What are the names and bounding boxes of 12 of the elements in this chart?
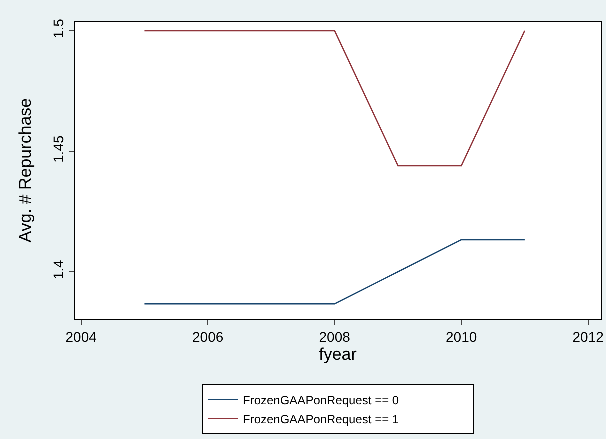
legend-label: FrozenGAAPonRequest == 0: [243, 394, 400, 408]
y-tick-label: 1.4: [50, 260, 66, 280]
x-tick-label: 2010: [446, 328, 478, 345]
x-tick-label: 2004: [66, 328, 98, 345]
y-axis-title: Avg. # Repurchase: [16, 98, 35, 243]
y-tick-label: 1.5: [50, 18, 66, 39]
legend-label: FrozenGAAPonRequest == 1: [243, 412, 400, 427]
x-tick-label: 2006: [192, 328, 224, 345]
x-tick-label: 2012: [572, 328, 604, 345]
x-axis-title: fyear: [319, 344, 358, 364]
y-tick-label: 1.45: [50, 136, 66, 163]
x-tick-label: 2008: [319, 328, 351, 345]
